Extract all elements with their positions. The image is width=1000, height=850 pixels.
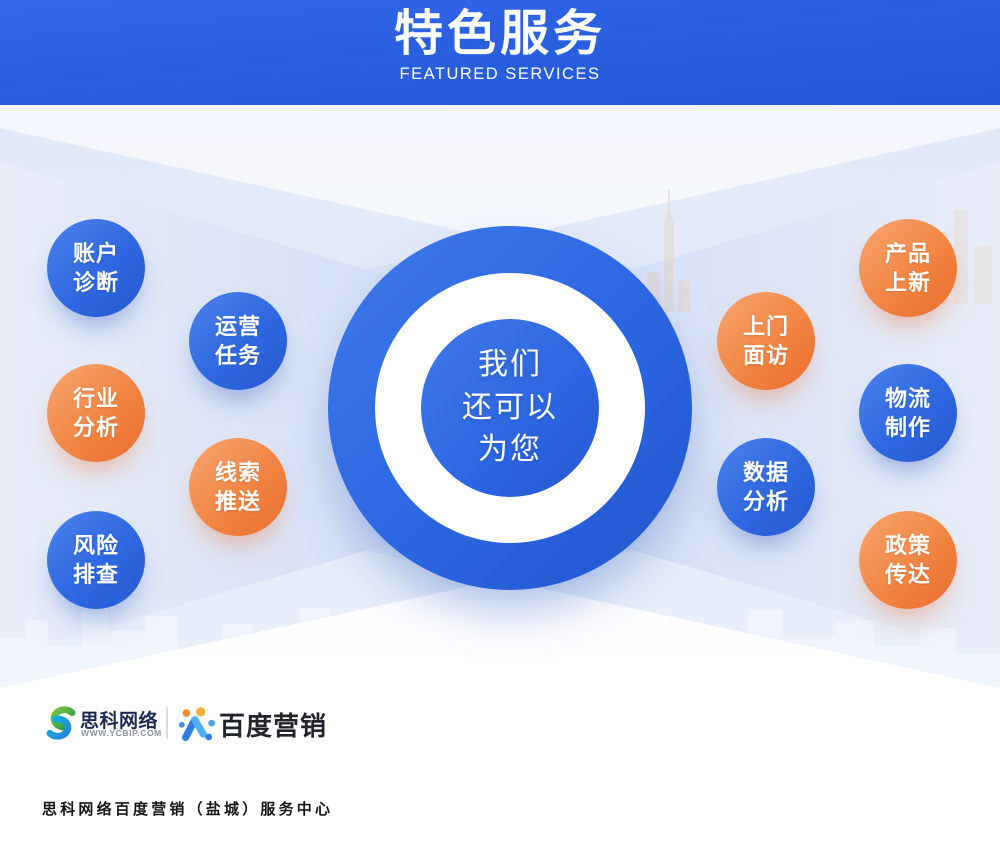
sike-network-url: WWW.YCBIP.COM [81, 728, 162, 738]
header-banner: 特色服务 FEATURED SERVICES [0, 0, 1000, 105]
service-circle-product-launch: 产品 上新 [859, 219, 957, 317]
footer: 思科网络 WWW.YCBIP.COM 百度营销 思科网络百度营销（盐城）服务中心 [42, 698, 962, 819]
service-label: 运营 [214, 313, 261, 339]
service-label: 诊断 [72, 270, 119, 295]
service-circle-data-analysis: 数据 分析 [717, 438, 815, 536]
service-circle-account-diagnosis: 账户 诊断 [47, 219, 145, 317]
service-circle-lead-push: 线索 推送 [189, 438, 287, 536]
service-label: 推送 [214, 489, 261, 514]
city-tower-watermark [647, 190, 690, 312]
service-label: 账户 [72, 240, 119, 266]
service-label: 物流 [884, 385, 931, 411]
service-label: 任务 [214, 343, 261, 368]
service-circle-risk-screening: 风险 排查 [47, 511, 145, 609]
center-text-line: 还可以 [462, 390, 558, 424]
service-label: 行业 [72, 385, 119, 411]
center-inner-circle: 我们 还可以 为您 [421, 319, 599, 497]
service-center-name: 思科网络百度营销（盐城）服务中心 [42, 801, 334, 818]
center-white-ring: 我们 还可以 为您 [375, 273, 645, 543]
service-label: 制作 [884, 415, 931, 440]
service-label: 分析 [742, 489, 789, 514]
service-label: 产品 [884, 240, 931, 266]
center-text-line: 为您 [478, 433, 542, 467]
service-label: 分析 [72, 415, 119, 440]
service-label: 数据 [742, 459, 789, 485]
baidu-marketing-logo-icon [178, 707, 215, 742]
center-text-line: 我们 [478, 348, 542, 382]
service-label: 风险 [72, 532, 119, 558]
service-label: 排查 [72, 562, 119, 587]
service-label: 上门 [742, 313, 789, 339]
service-label: 传达 [884, 562, 931, 587]
page-subtitle: FEATURED SERVICES [399, 64, 601, 83]
service-circle-industry-analysis: 行业 分析 [47, 364, 145, 462]
city-skyline-watermark [0, 602, 1000, 690]
center-circle-group: 我们 还可以 为您 [328, 226, 692, 590]
service-circle-policy-delivery: 政策 传达 [859, 511, 957, 609]
service-label: 上新 [884, 270, 931, 295]
service-label: 面访 [742, 343, 789, 368]
logo-divider [166, 707, 168, 739]
service-circle-operation-tasks: 运营 任务 [189, 292, 287, 390]
sike-network-logo-icon [46, 706, 76, 740]
logo-row: 思科网络 WWW.YCBIP.COM 百度营销 [42, 698, 962, 746]
sike-network-logo-text: 思科网络 [80, 711, 159, 732]
baidu-marketing-logo-text: 百度营销 [219, 711, 328, 741]
service-label: 政策 [884, 532, 931, 558]
page-title: 特色服务 [393, 7, 606, 61]
service-circle-door-visit: 上门 面访 [717, 292, 815, 390]
service-label: 线索 [214, 459, 261, 485]
service-circle-logistics-production: 物流 制作 [859, 364, 957, 462]
center-outer-ring: 我们 还可以 为您 [328, 226, 692, 590]
